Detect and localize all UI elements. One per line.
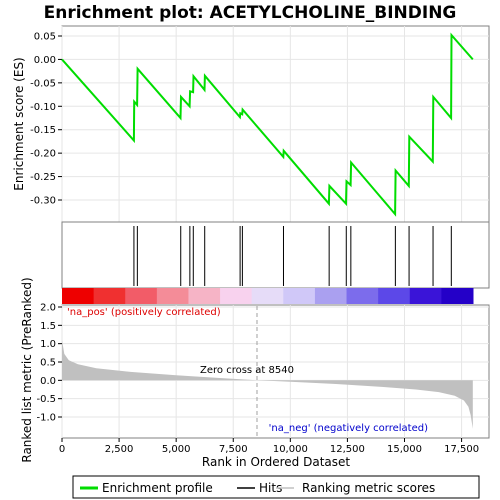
heat-segment bbox=[125, 288, 158, 304]
es-panel bbox=[61, 25, 490, 223]
metric-y-axis-label: Ranked list metric (PreRanked) bbox=[20, 277, 34, 462]
metric-tick-label: -1.0 bbox=[36, 413, 56, 424]
legend-box bbox=[72, 475, 480, 499]
pos-label: 'na_pos' (positively correlated) bbox=[67, 307, 221, 318]
es-tick-label: -0.10 bbox=[30, 102, 56, 113]
legend-hits-label: Hits bbox=[259, 481, 282, 495]
zero-cross-label: Zero cross at 8540 bbox=[200, 365, 294, 376]
heat-segment bbox=[251, 288, 284, 304]
ranking-metric-area bbox=[62, 340, 473, 429]
metric-gridlines bbox=[61, 305, 489, 438]
metric-y-ticks: 2.0 1.5 1.0 0.5 0.0 -0.5 -1.0 bbox=[36, 303, 62, 424]
x-tick-label: 0 bbox=[59, 444, 65, 455]
es-tick-label: 0.05 bbox=[34, 32, 56, 43]
heat-segment bbox=[93, 288, 126, 304]
x-tick-label: 7,500 bbox=[219, 444, 248, 455]
heat-segment bbox=[62, 288, 95, 304]
es-tick-label: 0.00 bbox=[34, 55, 56, 66]
es-y-axis-label: Enrichment score (ES) bbox=[12, 57, 26, 190]
metric-tick-label: 0.5 bbox=[40, 358, 56, 369]
hit-markers bbox=[133, 226, 452, 286]
heat-segment bbox=[283, 288, 316, 304]
x-tick-label: 17,500 bbox=[444, 444, 479, 455]
x-tick-label: 12,500 bbox=[330, 444, 365, 455]
es-tick-label: -0.25 bbox=[30, 172, 56, 183]
x-tick-label: 10,000 bbox=[273, 444, 308, 455]
legend: Enrichment profile Hits Ranking metric s… bbox=[72, 475, 480, 499]
es-gridlines bbox=[61, 26, 489, 222]
es-tick-label: -0.05 bbox=[30, 78, 56, 89]
es-y-ticks: 0.05 0.00 -0.05 -0.10 -0.15 -0.20 -0.25 -0.30 bbox=[30, 32, 62, 207]
metric-panel bbox=[61, 304, 490, 439]
hits-panel bbox=[61, 221, 490, 289]
enrichment-profile-line bbox=[61, 32, 474, 217]
legend-metric-label: Ranking metric scores bbox=[302, 481, 435, 495]
legend-es-label: Enrichment profile bbox=[102, 481, 213, 495]
heat-segment bbox=[346, 288, 379, 304]
heat-segment bbox=[314, 288, 348, 304]
chart-title: Enrichment plot: ACETYLCHOLINE_BINDING bbox=[44, 3, 457, 23]
x-axis-label: Rank in Ordered Dataset bbox=[202, 455, 350, 469]
heat-segment bbox=[409, 288, 442, 304]
es-tick-label: -0.20 bbox=[30, 149, 56, 160]
heat-segment bbox=[441, 288, 474, 304]
x-tick-label: 5,000 bbox=[162, 444, 191, 455]
heat-segment bbox=[378, 288, 411, 304]
x-tick-label: 2,500 bbox=[105, 444, 134, 455]
es-tick-label: -0.30 bbox=[30, 196, 56, 207]
metric-tick-label: 1.0 bbox=[40, 339, 56, 350]
neg-label: 'na_neg' (negatively correlated) bbox=[269, 423, 428, 434]
metric-tick-label: 1.5 bbox=[40, 321, 56, 332]
metric-tick-label: 2.0 bbox=[40, 303, 56, 314]
metric-tick-label: 0.0 bbox=[40, 376, 56, 387]
x-axis-ticks: 0 2,500 5,000 7,500 10,000 12,500 15,000 17,500 bbox=[59, 438, 479, 455]
x-tick-label: 15,000 bbox=[387, 444, 422, 455]
heat-segment bbox=[156, 288, 189, 304]
heat-segment bbox=[220, 288, 253, 304]
metric-tick-label: -0.5 bbox=[36, 394, 56, 405]
rank-color-bar bbox=[62, 288, 474, 304]
es-tick-label: -0.15 bbox=[30, 125, 56, 136]
heat-segment bbox=[188, 288, 221, 304]
